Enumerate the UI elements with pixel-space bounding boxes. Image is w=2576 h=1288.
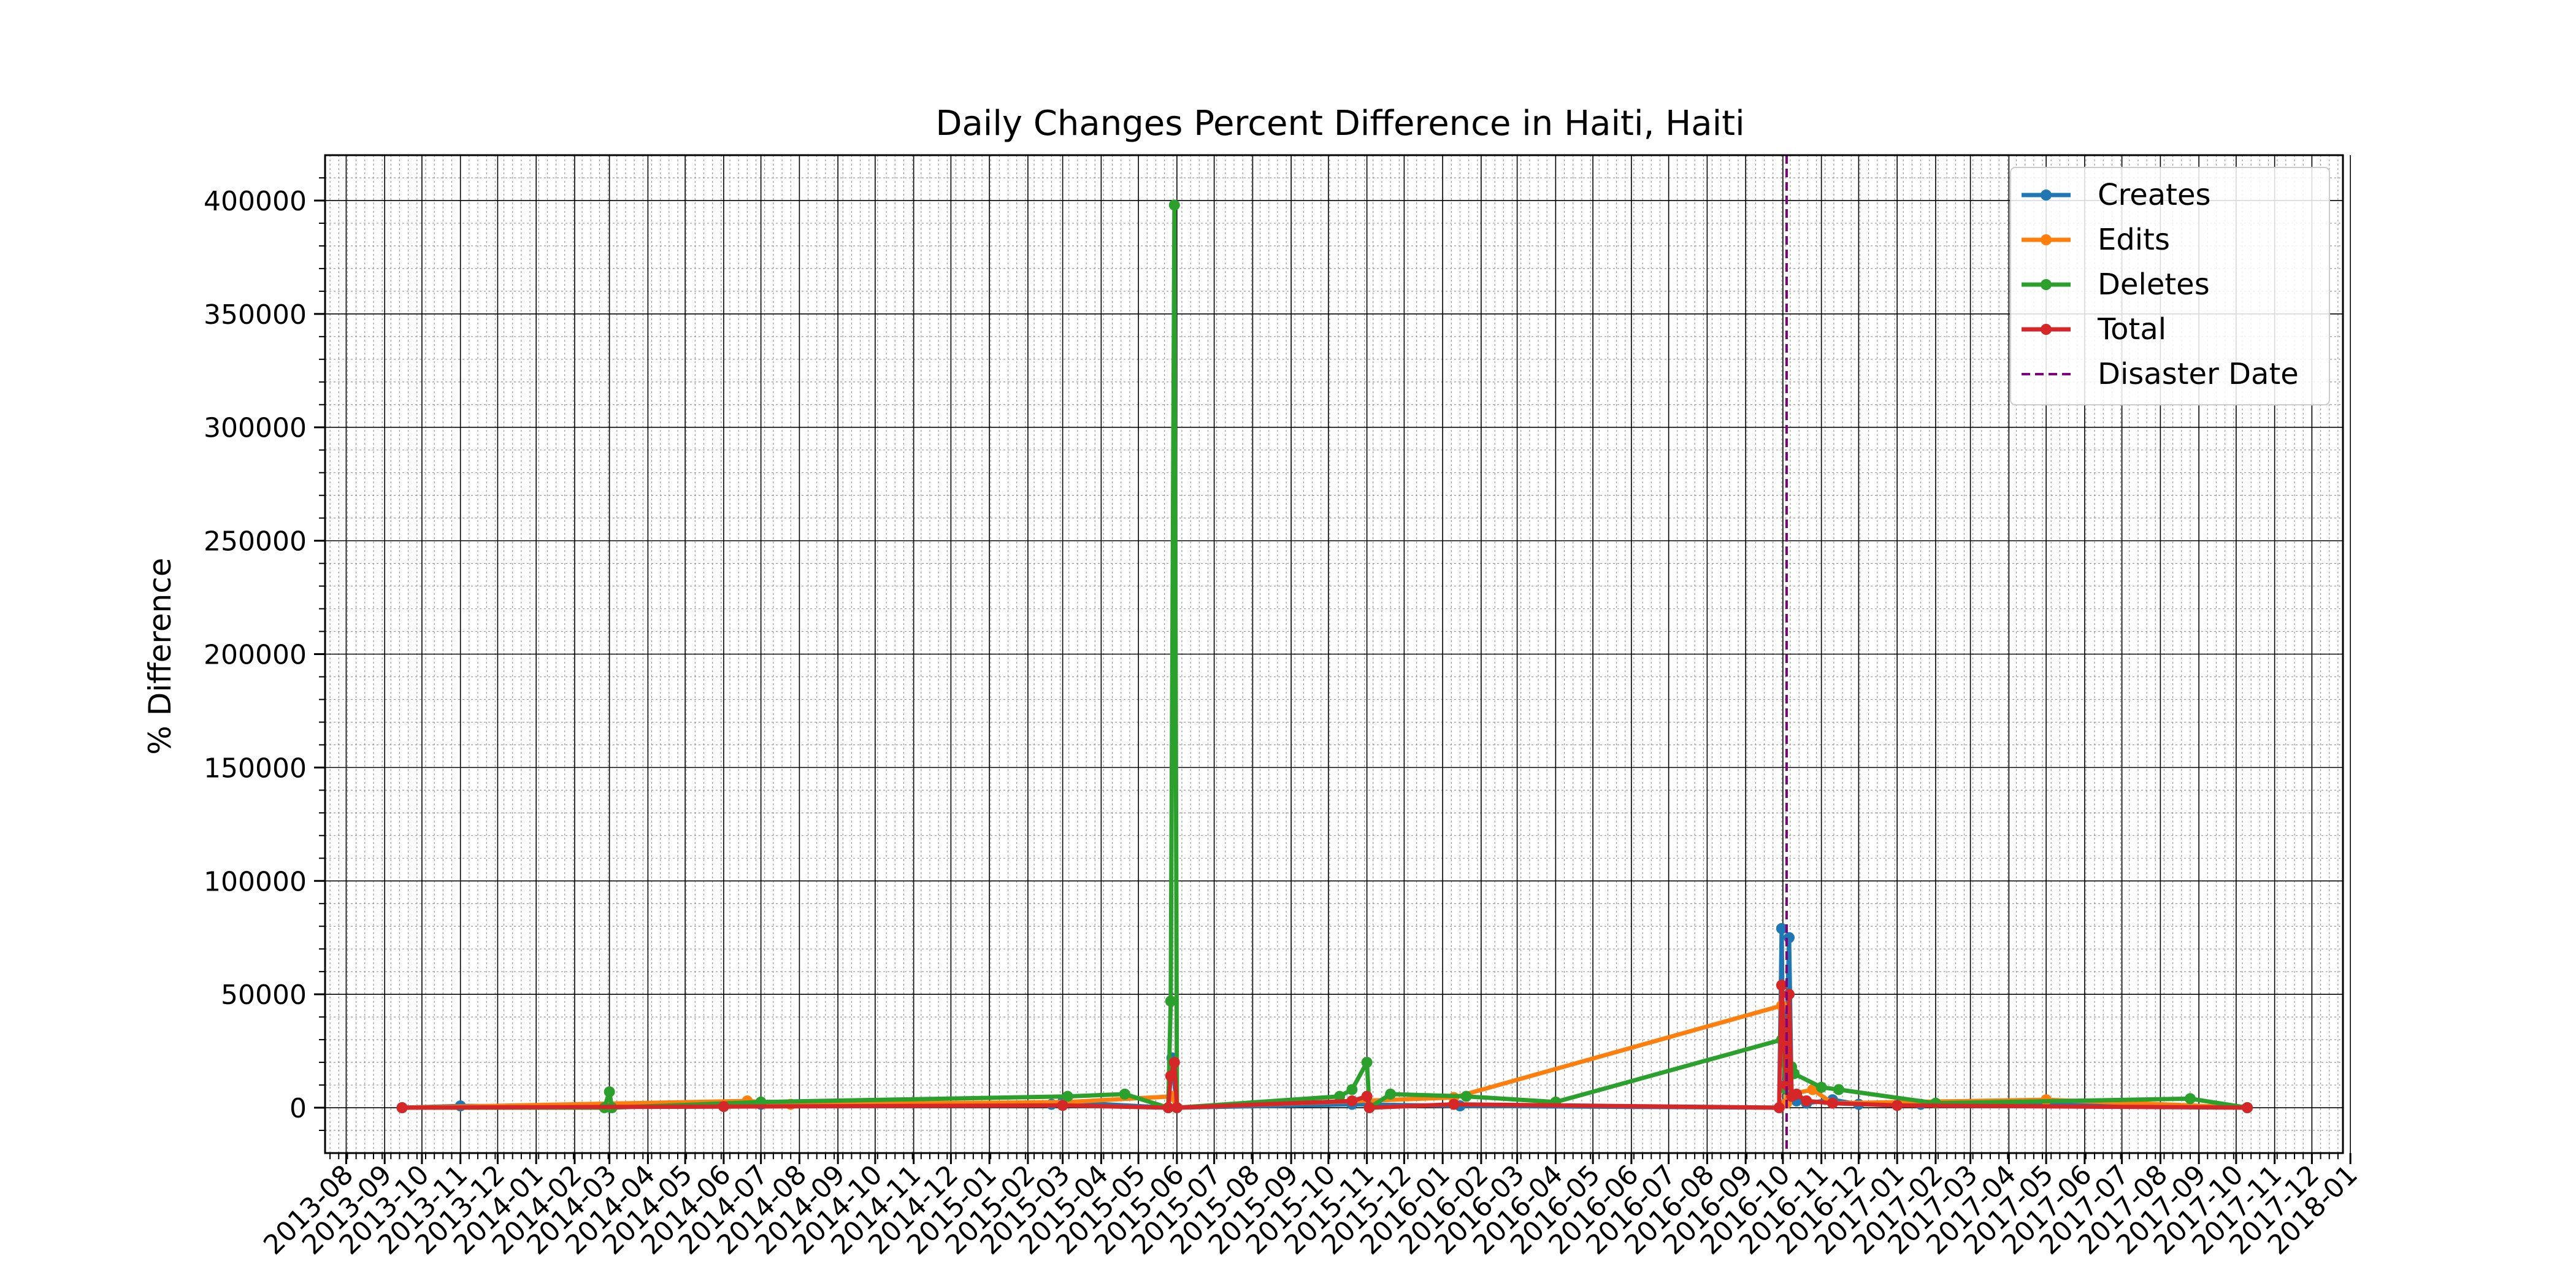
data-point bbox=[1448, 1098, 1460, 1110]
data-point bbox=[1784, 932, 1795, 943]
legend: Creates Edits Deletes Total Disaster Date bbox=[2010, 167, 2330, 405]
data-point bbox=[1781, 1079, 1792, 1091]
y-tick-label: 200000 bbox=[204, 640, 307, 671]
data-point bbox=[718, 1101, 729, 1113]
data-point bbox=[1363, 1102, 1375, 1114]
data-point bbox=[1385, 1088, 1397, 1100]
y-tick-label: 0 bbox=[289, 1093, 307, 1124]
legend-label: Creates bbox=[2098, 178, 2211, 212]
data-point bbox=[1778, 1034, 1790, 1046]
data-point bbox=[1827, 1097, 1838, 1109]
data-point bbox=[1346, 1084, 1358, 1095]
legend-swatch-marker bbox=[2041, 279, 2052, 290]
data-point bbox=[1807, 1084, 1819, 1095]
legend-item: Total bbox=[2022, 312, 2166, 347]
legend-label: Deletes bbox=[2098, 267, 2210, 302]
legend-item: Deletes bbox=[2022, 267, 2210, 302]
legend-swatch-marker bbox=[2041, 190, 2052, 201]
data-point bbox=[1773, 1102, 1785, 1114]
legend-item: Creates bbox=[2022, 178, 2211, 212]
data-point bbox=[1165, 995, 1176, 1007]
data-point bbox=[1892, 1100, 1903, 1111]
y-tick-label: 100000 bbox=[204, 866, 307, 897]
y-tick-label: 150000 bbox=[204, 753, 307, 784]
data-point bbox=[1361, 1057, 1373, 1068]
data-point bbox=[1784, 989, 1795, 1000]
legend-box bbox=[2010, 167, 2330, 405]
data-point bbox=[1776, 922, 1787, 934]
data-point bbox=[1171, 1102, 1183, 1114]
data-point bbox=[1801, 1095, 1812, 1106]
major-grid bbox=[325, 155, 2351, 1153]
y-axis-label: % Difference bbox=[142, 558, 178, 754]
data-point bbox=[1062, 1091, 1073, 1102]
legend-swatch-marker bbox=[2041, 324, 2052, 335]
data-point bbox=[1165, 1070, 1176, 1082]
data-point bbox=[604, 1086, 615, 1098]
data-point bbox=[1346, 1095, 1358, 1106]
series-line bbox=[402, 983, 2248, 1110]
plot-frame bbox=[324, 154, 2344, 1154]
data-point bbox=[1791, 1088, 1803, 1100]
y-axis-ticks: 0 50000 100000 150000 200000 250000 300000 3500… bbox=[204, 177, 325, 1132]
chart-title: Daily Changes Percent Difference in Hait… bbox=[935, 104, 1744, 144]
legend-label: Total bbox=[2097, 312, 2166, 347]
data-point bbox=[1057, 1100, 1068, 1111]
x-axis-ticks: 2013-082013-092013-102013-112013-122014-… bbox=[258, 1153, 2364, 1261]
legend-label: Edits bbox=[2098, 223, 2170, 257]
data-point bbox=[2184, 1093, 2196, 1105]
data-point bbox=[1833, 1084, 1845, 1095]
data-point bbox=[1460, 1091, 1472, 1102]
series-layer bbox=[396, 199, 2253, 1114]
y-tick-label: 400000 bbox=[204, 186, 307, 217]
data-point bbox=[1162, 1102, 1174, 1114]
data-point bbox=[2242, 1102, 2253, 1114]
legend-swatch-marker bbox=[2041, 234, 2052, 245]
series-total bbox=[396, 979, 2253, 1114]
data-point bbox=[1168, 199, 1180, 211]
y-tick-label: 350000 bbox=[204, 299, 307, 331]
data-point bbox=[1815, 1081, 1827, 1093]
legend-item: Disaster Date bbox=[2022, 357, 2299, 391]
legend-item: Edits bbox=[2022, 223, 2170, 257]
y-tick-label: 50000 bbox=[221, 979, 307, 1011]
y-tick-label: 250000 bbox=[204, 526, 307, 558]
data-point bbox=[1168, 1057, 1180, 1068]
data-point bbox=[1334, 1091, 1346, 1102]
legend-label: Disaster Date bbox=[2098, 357, 2299, 391]
data-point bbox=[1361, 1091, 1373, 1102]
data-point bbox=[396, 1102, 408, 1114]
y-tick-label: 300000 bbox=[204, 413, 307, 444]
data-point bbox=[1776, 979, 1787, 991]
data-point bbox=[1119, 1088, 1130, 1100]
